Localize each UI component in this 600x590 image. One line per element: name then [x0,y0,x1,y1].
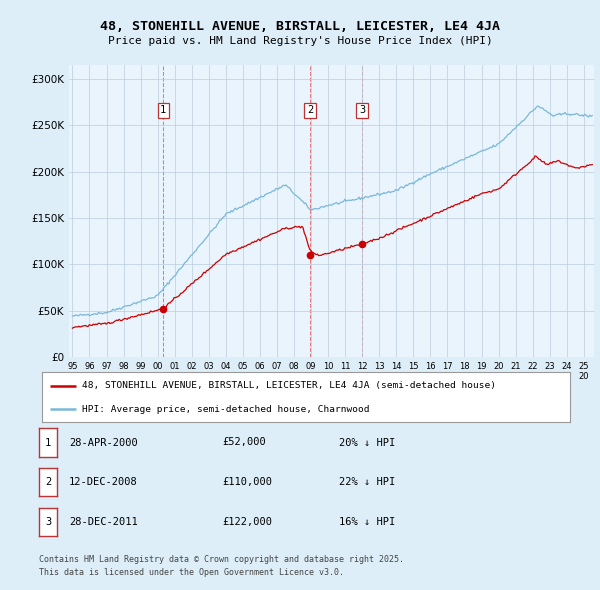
Text: 3: 3 [45,517,51,527]
Text: 3: 3 [359,105,365,115]
Text: 2: 2 [307,105,313,115]
Text: £52,000: £52,000 [222,438,266,447]
Text: 20% ↓ HPI: 20% ↓ HPI [339,438,395,447]
Text: Price paid vs. HM Land Registry's House Price Index (HPI): Price paid vs. HM Land Registry's House … [107,37,493,46]
Text: 48, STONEHILL AVENUE, BIRSTALL, LEICESTER, LE4 4JA (semi-detached house): 48, STONEHILL AVENUE, BIRSTALL, LEICESTE… [82,381,496,390]
Text: 28-DEC-2011: 28-DEC-2011 [69,517,138,527]
Text: This data is licensed under the Open Government Licence v3.0.: This data is licensed under the Open Gov… [39,568,344,577]
Text: 16% ↓ HPI: 16% ↓ HPI [339,517,395,527]
Text: 2: 2 [45,477,51,487]
Text: £110,000: £110,000 [222,477,272,487]
Text: £122,000: £122,000 [222,517,272,527]
Text: 12-DEC-2008: 12-DEC-2008 [69,477,138,487]
Text: 48, STONEHILL AVENUE, BIRSTALL, LEICESTER, LE4 4JA: 48, STONEHILL AVENUE, BIRSTALL, LEICESTE… [100,20,500,33]
Text: 1: 1 [45,438,51,447]
Text: Contains HM Land Registry data © Crown copyright and database right 2025.: Contains HM Land Registry data © Crown c… [39,555,404,564]
Text: 28-APR-2000: 28-APR-2000 [69,438,138,447]
Text: 1: 1 [160,105,166,115]
Text: HPI: Average price, semi-detached house, Charnwood: HPI: Average price, semi-detached house,… [82,405,369,414]
Text: 22% ↓ HPI: 22% ↓ HPI [339,477,395,487]
